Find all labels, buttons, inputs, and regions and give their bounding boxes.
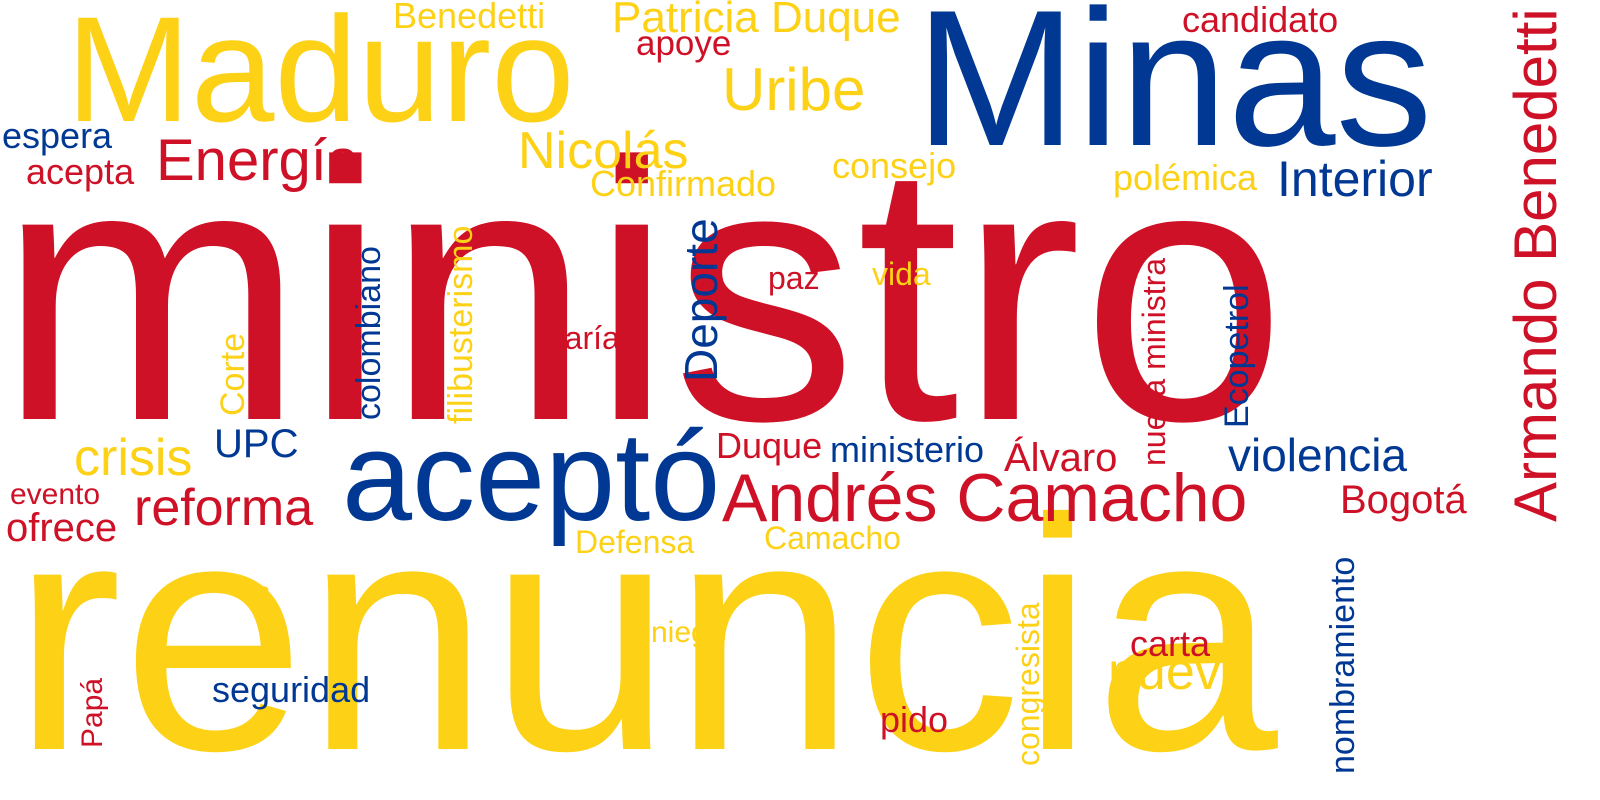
- word-carta: carta: [1130, 623, 1211, 664]
- word-filibusterismo: filibusterismo: [442, 225, 480, 424]
- word-benedetti: Benedetti: [393, 0, 546, 36]
- word-consejo: consejo: [832, 145, 957, 186]
- word-apoye: apoye: [636, 24, 732, 63]
- word-maria: María: [538, 320, 620, 356]
- word-acepta: acepta: [26, 151, 135, 192]
- word-uribe: Uribe: [722, 56, 866, 123]
- word-evento: evento: [10, 478, 101, 511]
- word-defensa: Defensa: [575, 524, 695, 560]
- word-minas: Minas: [915, 0, 1433, 187]
- word-acepto: aceptó: [342, 406, 721, 547]
- word-paz: paz: [768, 260, 820, 296]
- word-ministerio: ministerio: [830, 429, 985, 470]
- word-confirmado: Confirmado: [590, 163, 777, 204]
- word-ofrece: ofrece: [6, 506, 118, 550]
- word-nombramiento: nombramiento: [1324, 556, 1362, 774]
- word-alvaro: Álvaro: [1004, 436, 1118, 480]
- word-ministro: ministro: [0, 86, 1287, 497]
- word-nicolas: Nicolás: [518, 122, 689, 180]
- word-seguridad: seguridad: [212, 669, 371, 710]
- word-andres-camacho: Andrés Camacho: [722, 460, 1248, 536]
- word-crisis: crisis: [74, 429, 193, 487]
- word-polemica: polémica: [1113, 157, 1258, 198]
- word-congresista: congresista: [1010, 602, 1046, 766]
- word-violencia: violencia: [1228, 429, 1407, 481]
- word-pido: pido: [880, 699, 949, 740]
- word-armando-benedetti: Armando Benedetti: [1502, 8, 1569, 522]
- word-candidato: candidato: [1182, 0, 1339, 40]
- word-maduro: Maduro: [66, 0, 575, 153]
- word-niega: niega: [651, 616, 725, 649]
- word-energia: Energía: [156, 128, 360, 193]
- word-renuncia: renuncia: [12, 450, 1278, 800]
- word-colombiano: colombiano: [350, 246, 388, 420]
- word-vida: vida: [872, 256, 931, 292]
- word-deporte: Deporte: [675, 218, 727, 382]
- word-ecopetrol: Ecopetrol: [1218, 284, 1256, 428]
- word-espera: espera: [2, 115, 113, 156]
- word-vs: vs: [240, 576, 270, 609]
- word-duque: Duque: [716, 425, 823, 466]
- word-bogota: Bogotá: [1340, 478, 1467, 522]
- word-reforma: reforma: [134, 479, 314, 537]
- word-upc: UPC: [214, 422, 299, 466]
- word-camacho: Camacho: [764, 520, 901, 556]
- word-interior: Interior: [1277, 151, 1433, 207]
- word-patricia-duque: Patricia Duque: [612, 0, 901, 42]
- word-papa: Papá: [76, 677, 109, 748]
- word-nuevo: nuevo: [1108, 643, 1250, 701]
- word-corte: Corte: [214, 332, 252, 416]
- word-nueva-ministra: nueva ministra: [1136, 257, 1172, 466]
